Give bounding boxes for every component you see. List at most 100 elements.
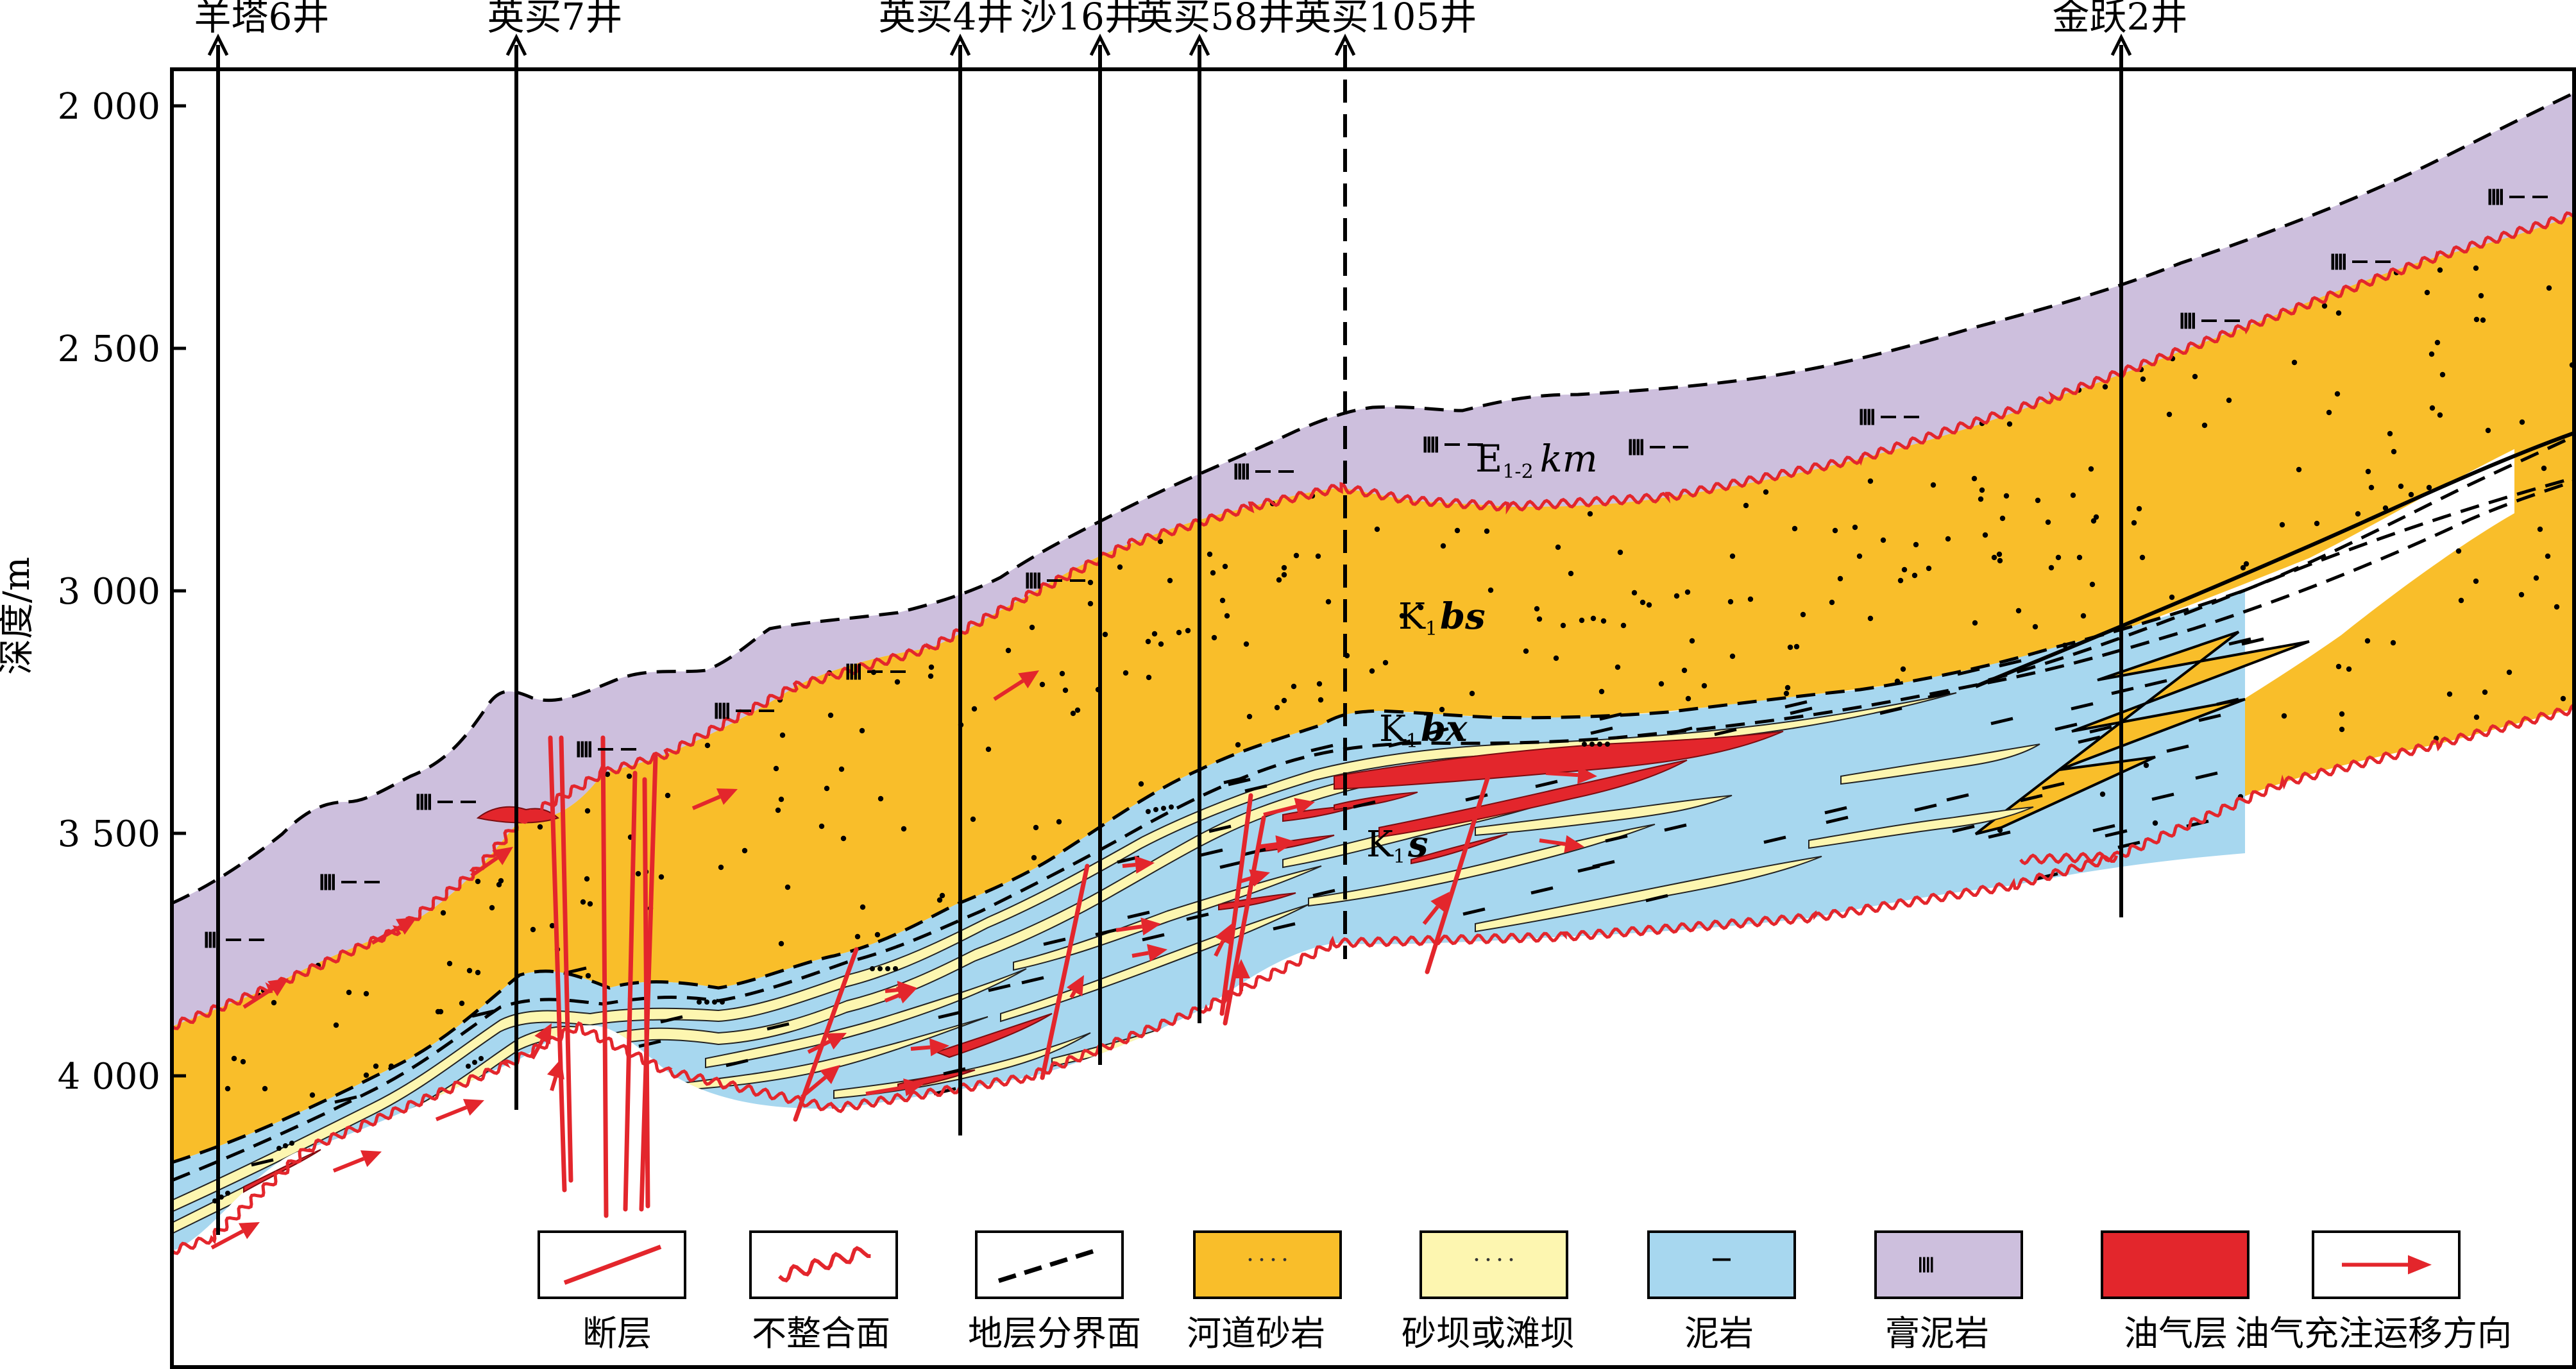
- migration-arrow: [885, 987, 899, 993]
- migration-arrow: [530, 1039, 545, 1060]
- formation-label-bx: K1bx: [1379, 708, 1468, 753]
- migration-arrow: [1115, 924, 1142, 932]
- well-arrowhead: [505, 33, 527, 56]
- migration-arrowhead: [1564, 835, 1584, 853]
- migration-arrowhead: [1066, 975, 1084, 996]
- legend: 断层 不整合面 地层分界面 河道砂岩 砂坝或滩坝 泥岩 膏泥岩 油气层 油气充注运移方向: [538, 1230, 2512, 1354]
- migration-arrow: [1214, 940, 1225, 957]
- legend-swatch: [1193, 1230, 1342, 1299]
- legend-swatch: [1647, 1230, 1796, 1299]
- migration-arrow: [865, 1085, 905, 1096]
- formation-label-s: K1s: [1366, 823, 1428, 868]
- depth-tick-label: 4 000: [58, 1056, 160, 1098]
- solid-boundary: [1974, 431, 2574, 688]
- well-label: 英买105井: [1294, 0, 1477, 38]
- stratigraphic-boundaries: [172, 91, 2574, 1182]
- migration-arrow: [470, 856, 499, 878]
- migration-arrow: [1131, 951, 1149, 958]
- legend-label: 膏泥岩: [1885, 1313, 1989, 1354]
- well-arrowhead: [1189, 33, 1210, 56]
- migration-arrow: [371, 925, 402, 945]
- well-label: 英买7井: [487, 0, 623, 38]
- migration-arrowhead: [716, 788, 738, 805]
- migration-arrowhead: [1430, 892, 1450, 913]
- migration-arrowhead: [1140, 917, 1161, 936]
- unconformity-line: [2019, 704, 2574, 865]
- migration-arrowhead: [1275, 835, 1296, 853]
- migration-arrowhead: [825, 1033, 847, 1050]
- migration-arrow: [1122, 862, 1136, 868]
- migration-arrow: [691, 795, 721, 810]
- migration-arrowhead: [1249, 869, 1270, 887]
- migration-arrow: [435, 1105, 468, 1121]
- section-body: [172, 91, 2574, 1255]
- gypsum-symbol: [1629, 439, 1688, 455]
- migration-arrowhead: [267, 978, 289, 996]
- migration-arrowhead: [819, 1065, 840, 1084]
- migration-arrowhead: [360, 1150, 382, 1168]
- layer-channel-sandstone: [172, 215, 2574, 1162]
- migration-arrow: [1539, 838, 1566, 846]
- migration-arrow: [884, 993, 901, 1003]
- unconformities: [172, 211, 2574, 1255]
- section-frame: [170, 67, 2576, 1369]
- unconformity-line: [172, 211, 2574, 1030]
- depth-tick-label: 3 500: [58, 813, 160, 855]
- formation-label-km: E1-2 km: [1475, 437, 1598, 483]
- well-label: 英买4井: [879, 0, 1014, 38]
- migration-arrowhead: [462, 1099, 484, 1116]
- legend-swatch: [1874, 1230, 2023, 1299]
- depth-tick-label: 2 000: [58, 86, 160, 128]
- well-arrowhead: [1334, 33, 1356, 56]
- well-label: 金跃2井: [2053, 0, 2188, 38]
- well-arrowhead: [2110, 33, 2132, 56]
- legend-item-gypsum-mud: 膏泥岩: [1874, 1230, 2023, 1354]
- legend-label: 砂坝或滩坝: [1402, 1313, 1575, 1354]
- formation-labels: E1-2 km K1bs K1bx K1s: [1366, 437, 1598, 868]
- migration-arrowhead: [1146, 944, 1167, 962]
- migration-arrow: [210, 1229, 244, 1250]
- layer-mudstone: [172, 590, 2245, 1251]
- gypsum-symbols: [205, 189, 2548, 948]
- migration-arrow: [1237, 876, 1253, 884]
- migration-arrow: [1257, 842, 1277, 849]
- migration-arrow: [1545, 771, 1579, 778]
- depth-axis: 2 000 2 500 3 000 3 500 4 000: [58, 86, 186, 1098]
- legend-item-boundary: 地层分界面: [968, 1230, 1141, 1354]
- migration-arrowhead: [547, 1059, 564, 1080]
- migration-arrowhead: [1232, 959, 1250, 978]
- well-arrowhead: [1089, 33, 1111, 56]
- legend-item-migration: 油气充注运移方向: [2235, 1230, 2512, 1354]
- legend-label: 泥岩: [1684, 1313, 1754, 1354]
- depth-axis-label: 深度/m: [0, 557, 38, 675]
- legend-item-mudstone: 泥岩: [1647, 1230, 1796, 1354]
- gypsum-symbol: [2331, 253, 2391, 270]
- migration-arrow: [242, 987, 274, 1009]
- gypsum-symbol: [1234, 463, 1294, 480]
- migration-arrowhead: [1134, 856, 1155, 874]
- migration-arrowhead: [238, 1222, 260, 1239]
- well-arrowhead: [949, 33, 971, 56]
- migration-arrowhead: [1577, 766, 1597, 785]
- migration-arrowhead: [903, 1078, 924, 1096]
- gypsum-symbol: [1423, 436, 1483, 453]
- gypsum-symbol: [320, 874, 380, 890]
- faults: [548, 735, 1491, 1218]
- gypsum-symbol: [2488, 189, 2548, 205]
- gypsum-symbol: [715, 702, 774, 719]
- legend-item-bar-sand: 砂坝或滩坝: [1402, 1230, 1575, 1354]
- legend-item-channel-sand: 河道砂岩: [1187, 1230, 1342, 1354]
- gypsum-symbol: [577, 741, 636, 758]
- migration-arrowhead: [534, 1023, 552, 1045]
- migration-arrow: [801, 1075, 827, 1099]
- migration-arrowhead: [396, 917, 417, 935]
- formation-label-bs: K1bs: [1398, 595, 1486, 640]
- migration-arrowhead: [1294, 797, 1315, 815]
- migration-arrows: [210, 670, 1597, 1250]
- well-label: 沙16井: [1020, 0, 1142, 38]
- migration-arrow: [807, 1039, 831, 1054]
- well-arrowhead: [207, 33, 229, 56]
- gypsum-symbol: [1860, 409, 1919, 425]
